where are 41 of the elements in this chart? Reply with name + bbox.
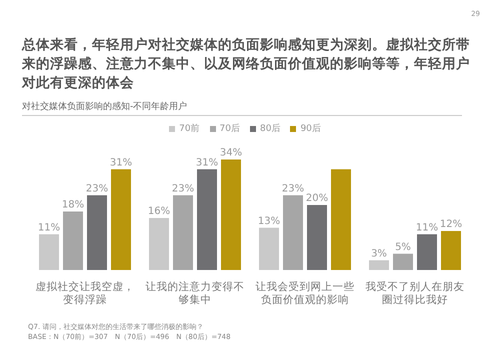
bar <box>331 169 351 270</box>
bar <box>221 160 241 270</box>
bar <box>259 228 279 270</box>
legend-label: 80后 <box>260 124 280 134</box>
x-tick-label: 我受不了别人在朋友圈过得比我好 <box>366 280 464 306</box>
data-label: 5% <box>395 242 411 253</box>
bar <box>369 260 389 270</box>
data-label: 11% <box>416 222 438 234</box>
data-label: 31% <box>196 157 218 168</box>
bar <box>441 231 461 270</box>
bar <box>283 195 303 270</box>
bar <box>111 169 131 270</box>
bar <box>39 234 59 270</box>
bar <box>63 212 83 270</box>
x-tick-label: 让我会受到网上一些负面价值观的影响 <box>256 280 354 306</box>
data-label: 34% <box>220 148 242 158</box>
legend-label: 90后 <box>300 124 321 134</box>
legend-label: 70后 <box>220 124 240 134</box>
bar <box>149 218 169 270</box>
bar <box>307 205 327 270</box>
data-label: 20% <box>306 193 328 204</box>
legend-label: 70前 <box>179 124 200 134</box>
chart-subtitle: 对社交媒体负面影响的感知-不同年龄用户 <box>22 100 462 116</box>
bar <box>393 254 413 270</box>
data-label: 31% <box>110 157 132 168</box>
data-label: 23% <box>86 183 108 194</box>
bar <box>417 234 437 270</box>
data-label: 11% <box>38 222 60 234</box>
chart-title: 总体来看，年轻用户对社交媒体的负面影响感知更为深刻。虚拟社交所带来的浮躁感、注意力不集中、以及网络负面价值观的影响等等，年轻用户对此有更深的体会 <box>22 36 471 93</box>
data-label: 13% <box>258 216 280 227</box>
data-label: 23% <box>172 183 194 194</box>
data-label: 16% <box>148 206 170 217</box>
bar <box>197 169 217 270</box>
bar <box>87 195 107 270</box>
bar <box>173 195 193 270</box>
x-tick-label: 虚拟社交让我空虚，变得浮躁 <box>36 280 134 306</box>
x-tick-label: 让我的注意力变得不够集中 <box>146 280 244 306</box>
data-label: 3% <box>371 248 387 260</box>
data-label: 23% <box>282 183 304 194</box>
data-label: 18% <box>62 200 84 210</box>
data-label: 12% <box>440 219 462 230</box>
